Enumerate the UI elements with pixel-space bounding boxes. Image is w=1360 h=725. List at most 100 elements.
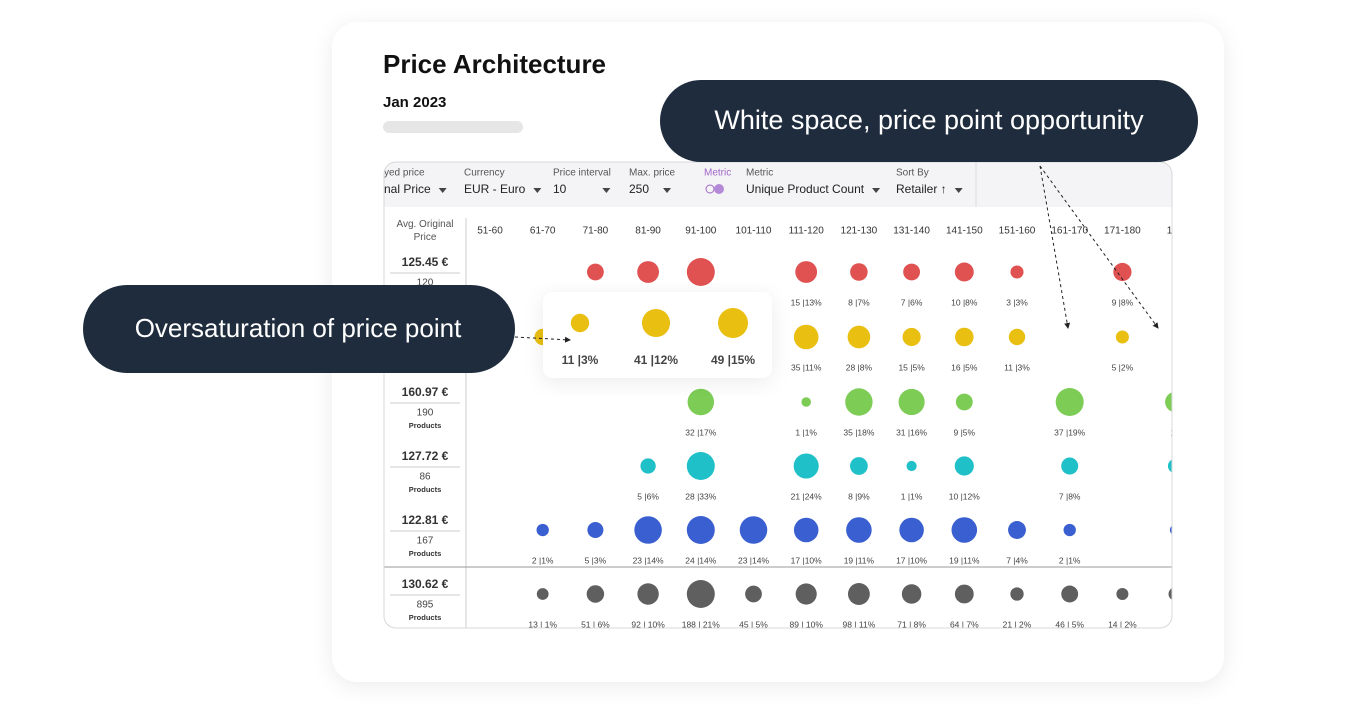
bubble-label: 37 |19% [1054,427,1085,437]
filter-value: 10 [553,182,567,196]
filter-value: Retailer ↑ [896,182,947,196]
bubble [903,263,921,281]
bubble [793,453,819,479]
bubble [955,393,973,411]
bubble [1061,585,1079,603]
dropdown-arrow [872,188,881,193]
bubble-label: 17 |10% [896,555,927,565]
column-label: 171-180 [1104,226,1141,237]
bubble [954,584,974,604]
bubble-label: 89 | 10% [789,619,823,629]
bubble [850,263,868,281]
bubble-label: 16 |5% [951,362,978,372]
bubble [901,584,922,604]
popup: 11 |3% 41 |12% 49 |15% [543,292,772,378]
bubble [846,517,872,543]
bubble-label: 5 |2% [1112,362,1134,372]
bubble-label: 23 |14% [738,555,769,565]
bubble [1116,587,1129,601]
bubble [536,523,549,537]
date: Jan 2023 [383,94,446,111]
bubble [570,313,590,333]
bubble-label: 17 |10% [791,555,822,565]
filter-bar [384,162,1172,207]
bubble [1010,265,1024,279]
bubble-label: 7 |8% [1059,491,1081,501]
bubble [1061,457,1079,475]
column-label: 51-60 [477,226,503,237]
dropdown-arrow [438,188,447,193]
bubble [1008,328,1026,346]
bubble-label: 71 | 8% [897,619,926,629]
bubble-label: 24 |14% [685,555,716,565]
bubble [637,261,660,283]
bubble-label: 23 |14% [633,555,664,565]
bubble [847,583,870,605]
row-products: Products [409,485,442,494]
bubble [793,517,819,543]
bubble [898,388,925,416]
bubble-label: 3 |3% [1006,297,1028,307]
bubble [845,388,873,416]
bubble [954,456,974,476]
bubble-label: 188 | 21% [682,619,721,629]
bubble-label: 5 |3% [585,555,607,565]
table: Avg. Original Price yed price nal Price Cu… [384,162,1180,629]
row-header-label: Avg. Original Price [396,219,454,243]
bubble-label: 7 |4% [1006,555,1028,565]
bubble [641,308,671,338]
row-avg-price: 122.81 € [402,513,449,527]
bubble [718,308,748,338]
bubble-label: 49 |15% [711,353,755,367]
bubble-label: 2 |1% [532,555,554,565]
bubble-label: 15 [1170,427,1180,437]
bubble [902,327,921,347]
callout [660,80,1198,162]
column-label: 161-170 [1051,226,1088,237]
bubble [745,585,762,603]
bubble [954,262,974,282]
title: Price Architecture [383,49,606,79]
column-label: 101-110 [736,226,772,237]
callout-text: White space, price point opportunity [714,105,1144,135]
bubble-label: 41 |12% [634,353,678,367]
bubble [850,457,868,475]
bubble [847,325,871,349]
bubble [686,516,715,544]
bubble [795,583,817,605]
bubble-label: 11 |3% [1004,362,1030,372]
bubble-label: 11 |3% [562,353,599,367]
bubble-label: 21 |24% [791,491,822,501]
bubble-label: 13 | 1% [528,619,557,629]
callout-text: Oversaturation of price point [135,313,462,343]
toggle-dot [714,184,724,194]
bubble [906,460,917,472]
bubble-label: 51 | 6% [581,619,610,629]
bubble-label: 14 | 2% [1108,619,1137,629]
bubble [1063,523,1076,537]
bubble [634,516,662,544]
bubble [1115,330,1129,344]
column-label: 151-160 [999,226,1036,237]
bubble-label: 7 |6% [901,297,923,307]
filter-label: Sort By [896,168,929,179]
callout [83,285,515,373]
bubble-label: 15 |5% [898,362,925,372]
bubble-label: 1 |1% [795,427,817,437]
bubble-label: 10 |8% [951,297,978,307]
row-count: 895 [417,600,434,611]
bubble [587,521,604,539]
bubble [739,516,768,544]
bubble [640,458,656,474]
column-label: 91-100 [685,226,717,237]
row-avg-price: 130.62 € [402,577,449,591]
bubble-label: 92 | 10% [631,619,665,629]
row-count: 86 [419,472,431,483]
bubble-label: 28 |8% [846,362,873,372]
bubble-label: 64 | 7% [950,619,979,629]
dropdown-arrow [602,188,611,193]
bubble [899,517,924,543]
filter-label: yed price [384,168,425,179]
